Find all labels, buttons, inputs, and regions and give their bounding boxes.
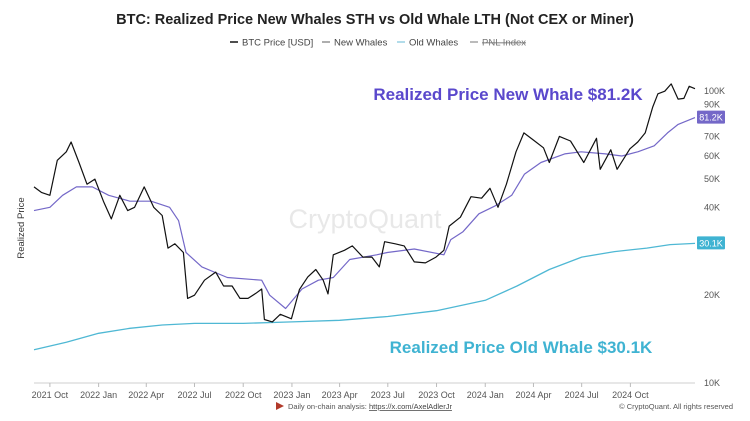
btc-price-line <box>33 83 696 323</box>
plot-area <box>33 83 696 351</box>
value-tag <box>697 236 725 250</box>
copyright-text: © CryptoQuant. All rights reserved <box>619 402 733 411</box>
x-tick-label: 2023 Jan <box>273 390 310 400</box>
play-icon <box>276 402 284 410</box>
y-tick-label: 60K <box>704 151 720 161</box>
x-tick-label: 2024 Oct <box>612 390 649 400</box>
legend: BTC Price [USD] New Whales Old Whales PNL I… <box>230 38 526 49</box>
annotation-label: Realized Price New Whale $81.2K <box>373 85 643 104</box>
y-tick-label: 50K <box>704 174 720 184</box>
value-tag-label: 30.1K <box>699 238 723 248</box>
x-tick-label: 2022 Oct <box>225 390 262 400</box>
x-tick-label: 2022 Apr <box>128 390 164 400</box>
value-tag-label: 81.2K <box>699 113 723 123</box>
chart-title: BTC: Realized Price New Whales STH vs Ol… <box>116 12 634 28</box>
x-tick-label: 2024 Jul <box>565 390 599 400</box>
y-tick-label: 10K <box>704 378 720 388</box>
x-tick-label: 2023 Oct <box>418 390 455 400</box>
x-tick-label: 2023 Jul <box>371 390 405 400</box>
annotations: Realized Price New Whale $81.2K Realized … <box>373 85 653 357</box>
y-tick-label: 20K <box>704 290 720 300</box>
annotation-label: Realized Price Old Whale $30.1K <box>390 338 653 357</box>
x-tick-label: 2024 Jan <box>467 390 504 400</box>
legend-item-label: New Whales <box>334 38 388 49</box>
x-tick-label: 2022 Jul <box>177 390 211 400</box>
watermark: CryptoQuant <box>288 204 442 234</box>
y-axis: 10K 20K 40K 50K 60K 70K 90K 100K <box>704 86 725 388</box>
old-whales-line <box>33 242 696 351</box>
legend-item-label: Old Whales <box>409 38 458 49</box>
footer-text: Daily on-chain analysis: <box>288 402 367 411</box>
y-tick-label: 70K <box>704 131 720 141</box>
footer-link[interactable]: https://x.com/AxelAdlerJr <box>369 402 452 411</box>
y-axis-label: Realized Price <box>16 197 27 258</box>
x-tick-label: 2023 Apr <box>322 390 358 400</box>
x-tick-label: 2022 Jan <box>80 390 117 400</box>
x-axis: 2021 Oct 2022 Jan 2022 Apr 2022 Jul 2022 Oct… <box>32 382 695 400</box>
y-tick-label: 40K <box>704 202 720 212</box>
value-tags: 81.2K 30.1K <box>697 110 725 250</box>
x-tick-label: 2021 Oct <box>32 390 69 400</box>
y-tick-label: 100K <box>704 86 725 96</box>
legend-item-label: BTC Price [USD] <box>242 38 313 49</box>
y-tick-label: 90K <box>704 100 720 110</box>
x-tick-label: 2024 Apr <box>515 390 551 400</box>
value-tag <box>697 110 725 124</box>
footer: Daily on-chain analysis: https://x.com/A… <box>276 402 733 411</box>
legend-item-label: PNL Index <box>482 38 526 49</box>
